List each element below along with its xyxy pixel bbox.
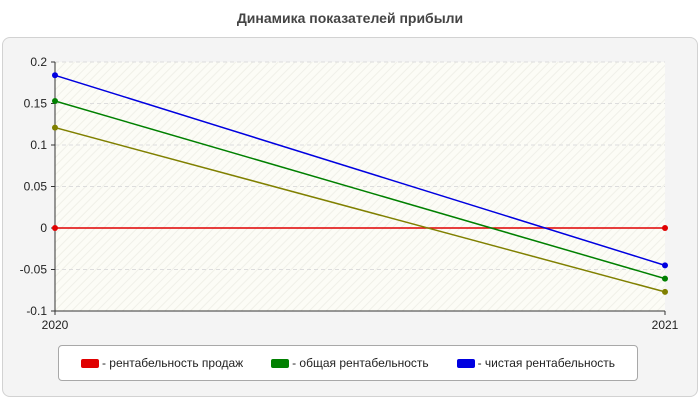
legend-item[interactable]: - чистая рентабельность: [456, 356, 616, 370]
legend-swatch: [456, 358, 475, 368]
y-tick-label: -0.1: [26, 304, 47, 318]
y-tick-label: 0.2: [30, 55, 47, 69]
legend-swatch: [271, 358, 290, 368]
data-point: [662, 288, 668, 295]
data-point: [662, 225, 668, 231]
data-point: [662, 275, 668, 282]
data-point: [52, 225, 58, 231]
legend: - рентабельность продаж - общая рентабель…: [58, 345, 638, 381]
legend-label: - рентабельность продаж: [101, 356, 244, 370]
series-lines: [52, 72, 668, 295]
series-line: [54, 126, 666, 293]
data-point: [52, 124, 58, 131]
x-tick-label: 2020: [42, 318, 69, 332]
y-tick-label: 0: [40, 221, 47, 235]
legend-label: - чистая рентабельность: [477, 356, 616, 370]
legend-item[interactable]: - общая рентабельность: [271, 356, 429, 370]
y-tick-label: -0.05: [20, 263, 48, 277]
data-point: [662, 262, 668, 269]
chart-title: Динамика показателей прибыли: [236, 10, 464, 26]
x-tick-label: 2021: [652, 318, 679, 332]
y-tick-label: 0.05: [24, 180, 48, 194]
series-line: [54, 100, 666, 280]
legend-swatch: [80, 358, 99, 368]
legend-item[interactable]: - рентабельность продаж: [80, 356, 244, 370]
series-line: [54, 74, 666, 267]
y-tick-label: 0.15: [24, 97, 48, 111]
y-tick-label: 0.1: [30, 138, 47, 152]
legend-label: - общая рентабельность: [292, 356, 429, 370]
data-point: [52, 98, 58, 105]
data-point: [52, 72, 58, 79]
